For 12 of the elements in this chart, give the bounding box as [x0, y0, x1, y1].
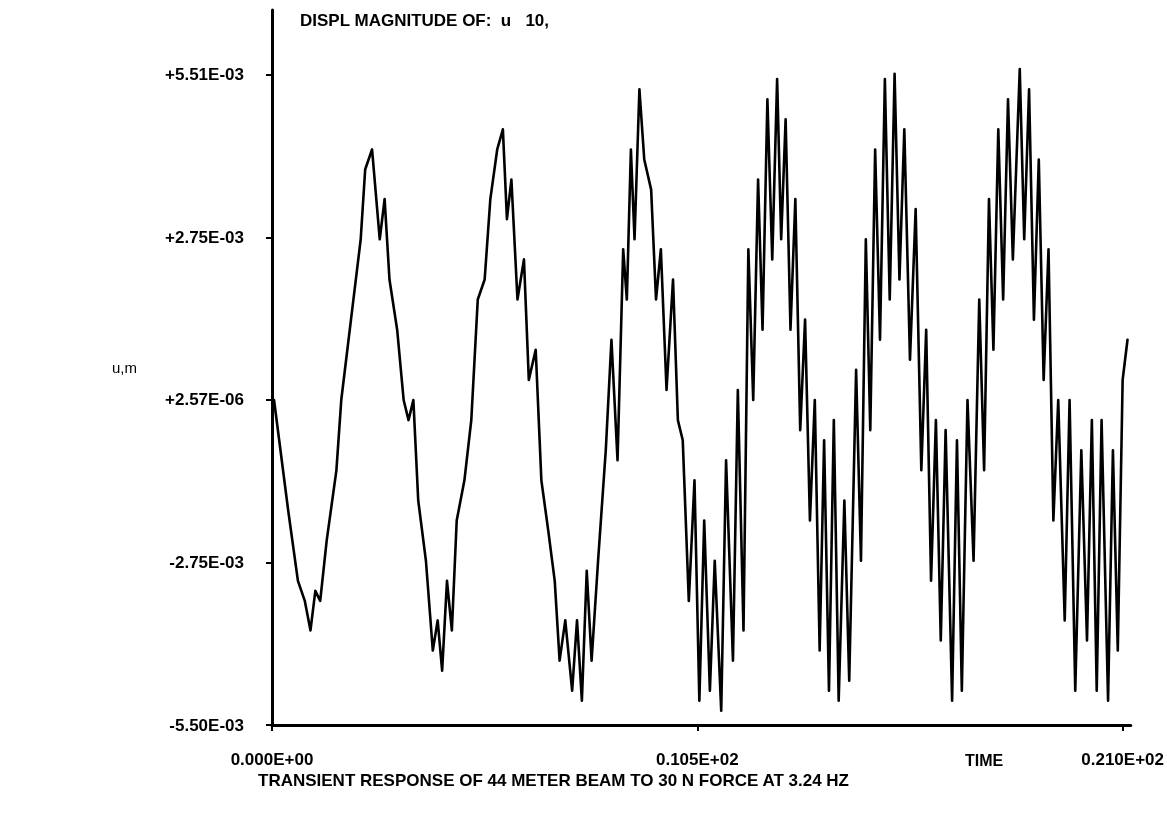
y-tick-label: +2.57E-06	[165, 390, 244, 410]
y-tick-label: -2.75E-03	[169, 553, 244, 572]
y-tick-label: -5.50E-03	[169, 715, 244, 735]
text: TRANSIENT RESPONSE OF 44 METER BEAM TO 30 N FORCE AT 3.24 HZ	[258, 771, 849, 790]
x-tick-label: 0.210E+02	[1081, 750, 1164, 769]
y-tick-label: +2.75E-03	[165, 228, 244, 247]
y-axis-title: u,m	[111, 359, 137, 376]
x-tick-label: 0.105E+02	[655, 750, 739, 769]
chart-title: DISPL MAGNITUDE OF: u 10,	[300, 11, 550, 30]
x-tick-label: 0.000E+00	[230, 750, 314, 769]
y-tick-label: +5.51E-03	[165, 64, 244, 84]
x-axis-title: TIME	[965, 751, 1004, 769]
